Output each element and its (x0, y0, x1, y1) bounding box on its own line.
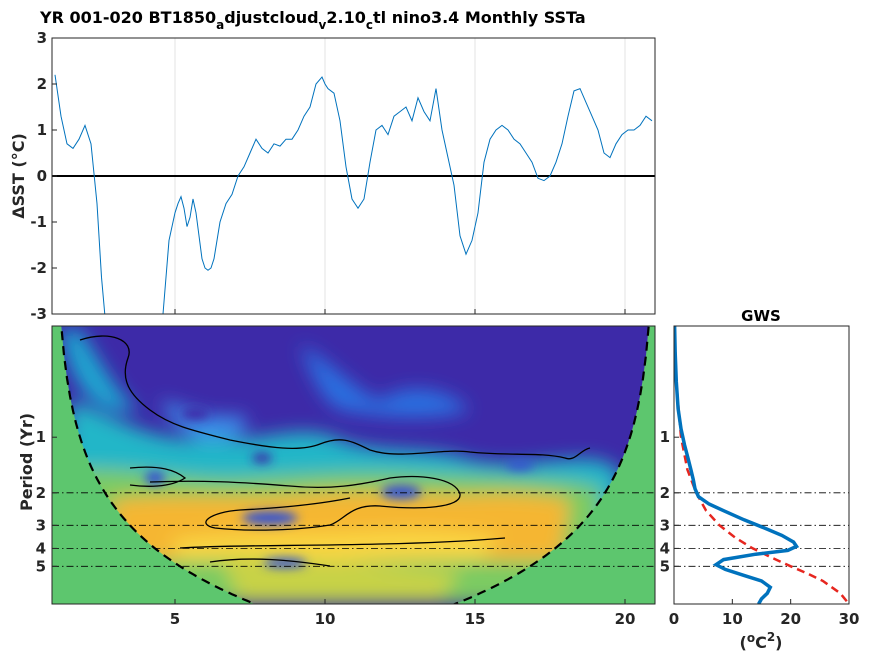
gws-y-tick-label: 4 (660, 539, 670, 557)
sst-y-axis-label: ΔSST (°C) (9, 133, 28, 219)
wavelet-y-axis-label: Period (Yr) (17, 413, 36, 511)
gws-x-axis-label: (oC2) (740, 630, 783, 652)
wavelet-x-tick-label: 10 (315, 610, 336, 628)
sst-x-ticks (174, 309, 626, 314)
sst-panel: 3 2 1 0 -1 -2 -3 ΔSST (°C) (9, 29, 656, 323)
sst-y-tick-label: 0 (37, 167, 47, 185)
sst-y-tick-label: -2 (30, 259, 47, 277)
wavelet-x-tick-label: 5 (170, 610, 180, 628)
gws-x-ticks: 0 10 20 30 (669, 599, 860, 628)
wavelet-power-field (60, 330, 620, 604)
gws-spectrum-curve (674, 326, 800, 604)
wavelet-period-reference-lines (52, 492, 655, 567)
gws-y-tick-label: 5 (660, 557, 670, 575)
cone-of-influence-left (52, 326, 655, 604)
chart-title: YR 001-020 BT1850adjustcloudv2.10ctl nin… (39, 8, 586, 32)
contour-band-2yr (129, 466, 187, 487)
contour-upper (79, 335, 591, 460)
gws-y-tick-label: 3 (660, 516, 670, 534)
gws-plot-area (674, 326, 849, 604)
wavelet-y-tick-label: 5 (36, 557, 46, 575)
gws-x-tick-label: 10 (722, 610, 743, 628)
wavelet-x-tick-label: 20 (615, 610, 636, 628)
sst-y-ticks: 3 2 1 0 -1 -2 -3 (30, 29, 57, 323)
gws-period-reference-lines (674, 492, 849, 567)
gws-panel: GWS 1 2 3 45 0 10 20 30 (oC2) (660, 307, 860, 652)
gws-y-tick-label: 2 (660, 484, 670, 502)
contour-band-main (149, 475, 461, 531)
gws-x-tick-label: 30 (839, 610, 860, 628)
sst-y-tick-label: 1 (37, 121, 47, 139)
wavelet-y-tick-label: 3 (36, 516, 46, 534)
significance-contours (79, 335, 591, 567)
wavelet-x-tick-label: 15 (465, 610, 486, 628)
wavelet-y-tick-label: 2 (36, 484, 46, 502)
gws-y-tick-label: 1 (660, 428, 670, 446)
gws-x-tick-label: 20 (780, 610, 801, 628)
contour-band-5yr (209, 558, 331, 567)
wavelet-y-tick-label: 4 (36, 539, 46, 557)
sst-series-line (54, 74, 653, 314)
wavelet-y-ticks: 1 2 3 45 (36, 428, 57, 575)
gws-axes-box (673, 325, 850, 605)
gws-significance-curve (674, 326, 849, 604)
wavelet-y-tick-label: 1 (36, 428, 46, 446)
gws-x-tick-label: 0 (669, 610, 679, 628)
wavelet-axes-box (51, 325, 656, 605)
sst-y-tick-label: 2 (37, 75, 47, 93)
contour-band-4yr (179, 537, 506, 549)
sst-y-tick-label: -1 (30, 213, 47, 231)
sst-y-tick-label: 3 (37, 29, 47, 47)
wavelet-x-ticks: 5 10 15 20 (170, 599, 636, 628)
sst-y-tick-label: -3 (30, 305, 47, 323)
gws-title: GWS (741, 307, 781, 325)
gws-y-ticks: 1 2 3 45 (660, 428, 679, 575)
